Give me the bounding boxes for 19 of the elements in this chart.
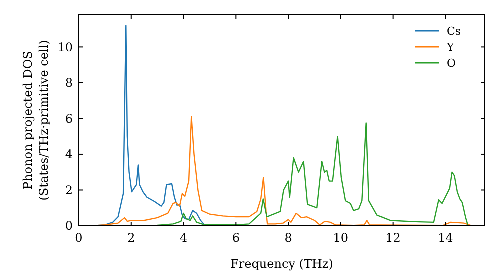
- legend-label: Y: [446, 40, 455, 54]
- legend-label: Cs: [447, 24, 462, 38]
- legend-label: O: [447, 56, 456, 70]
- x-tick-label: 10: [333, 231, 349, 245]
- x-axis-title: Frequency (THz): [230, 257, 334, 271]
- y-tick-label: 8: [65, 76, 73, 90]
- y-tick-label: 6: [65, 112, 73, 126]
- x-tick-label: 0: [75, 231, 83, 245]
- y-tick-label: 0: [65, 219, 73, 234]
- y-tick-label: 10: [58, 40, 73, 54]
- y-tick-label: 2: [65, 183, 73, 198]
- x-tick-label: 6: [232, 231, 240, 245]
- y-tick-label: 4: [65, 148, 74, 162]
- x-tick-label: 12: [386, 231, 401, 245]
- x-tick-label: 2: [128, 231, 136, 245]
- y-axis-title: Phonon projected DOS (States/THz·primitive cell): [21, 40, 51, 201]
- x-tick-label: 8: [284, 231, 292, 245]
- x-tick-label: 4: [180, 231, 188, 245]
- x-tick-label: 14: [438, 231, 454, 245]
